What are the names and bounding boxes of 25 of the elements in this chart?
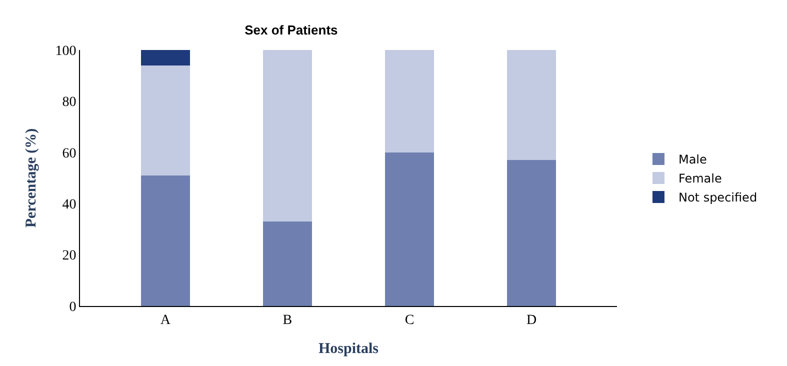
y-tick-label: 80 xyxy=(62,95,76,110)
x-tick-label: C xyxy=(404,312,414,328)
y-tick-label: 20 xyxy=(62,248,76,264)
bar xyxy=(385,152,434,306)
x-tick-label: A xyxy=(160,312,172,328)
x-tick-label: D xyxy=(526,312,537,328)
bar xyxy=(141,65,190,176)
bar xyxy=(141,175,190,306)
y-tick-label: 0 xyxy=(69,300,76,315)
bar xyxy=(507,50,556,160)
legend-label: Female xyxy=(678,172,722,186)
bar xyxy=(263,50,312,222)
bar xyxy=(263,222,312,306)
bar xyxy=(507,160,556,306)
bar xyxy=(141,50,190,66)
chart-title: Sex of Patients xyxy=(244,22,338,38)
y-axis-title: Percentage (%) xyxy=(23,128,40,228)
y-tick-label: 100 xyxy=(55,44,76,59)
legend-label: Male xyxy=(678,152,707,167)
legend-label: Not specified xyxy=(678,190,758,205)
bar xyxy=(385,50,434,152)
x-tick-label: B xyxy=(282,312,292,328)
y-tick-label: 40 xyxy=(62,198,76,212)
y-tick-label: 60 xyxy=(62,146,76,162)
x-axis-title: Hospitals xyxy=(318,340,379,357)
